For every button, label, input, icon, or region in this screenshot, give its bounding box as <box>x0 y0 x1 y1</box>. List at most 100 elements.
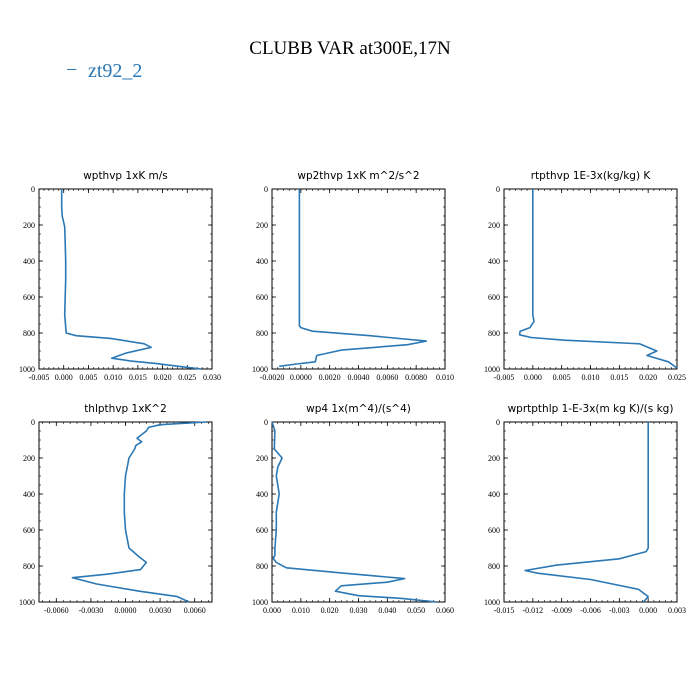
x-tick-label: 0.025 <box>668 373 686 382</box>
chart-panel-4: thlpthvp 1xK^2 -0.0060 -0.0030 0.0000 0.0030… <box>19 403 213 615</box>
x-tick-label: 0.020 <box>639 373 657 382</box>
y-tick-label: 600 <box>23 526 35 535</box>
x-tick-label: -0.005 <box>494 373 515 382</box>
x-tick-label: 0.0060 <box>376 373 398 382</box>
y-tick-label: 1000 <box>484 365 500 374</box>
chart-title: wpthvp 1xK m/s <box>83 170 168 182</box>
chart-panel-5: wp4 1x(m^4)/(s^4) 0.000 0.010 0.020 0.030 0.0… <box>252 403 454 615</box>
panels: wpthvp 1xK m/s -0.005 0.000 0.005 0.010 0.015… <box>19 170 686 615</box>
y-tick-label: 800 <box>488 562 500 571</box>
chart-panel-6: wprtpthlp 1-E-3x(m kg K)/(s kg) -0.015 -0.… <box>484 403 686 615</box>
y-tick-label: 400 <box>256 490 268 499</box>
y-tick-label: 600 <box>256 293 268 302</box>
x-tick-label: 0.050 <box>407 606 425 615</box>
y-tick-label: 1000 <box>19 365 35 374</box>
y-tick-label: 800 <box>488 329 500 338</box>
x-tick-label: 0.025 <box>178 373 196 382</box>
series-line-zt92_2 <box>524 422 650 603</box>
x-tick-label: 0.0000 <box>290 373 312 382</box>
y-tick-label: 600 <box>488 526 500 535</box>
y-tick-label: 800 <box>256 329 268 338</box>
x-tick-label: 0.010 <box>436 373 454 382</box>
y-tick-label: 1000 <box>484 598 500 607</box>
x-tick-label: -0.003 <box>609 606 630 615</box>
x-tick-label: 0.000 <box>524 373 542 382</box>
series-line-zt92_2 <box>60 189 202 370</box>
series-line-zt92_2 <box>279 189 428 368</box>
chart-title: rtpthvp 1E-3x(kg/kg) K <box>531 170 652 182</box>
x-tick-label: -0.005 <box>29 373 50 382</box>
y-tick-label: 600 <box>256 526 268 535</box>
y-tick-label: 600 <box>488 293 500 302</box>
x-tick-label: 0.0080 <box>405 373 427 382</box>
series-line-zt92_2 <box>71 421 207 603</box>
x-tick-label: 0.010 <box>104 373 122 382</box>
x-tick-label: -0.012 <box>522 606 543 615</box>
y-tick-label: 1000 <box>252 365 268 374</box>
y-tick-label: 200 <box>256 454 268 463</box>
x-tick-label: 0.0000 <box>115 606 137 615</box>
y-tick-label: 400 <box>488 490 500 499</box>
y-tick-label: 200 <box>23 454 35 463</box>
x-tick-label: -0.006 <box>580 606 601 615</box>
y-tick-label: 800 <box>23 329 35 338</box>
y-tick-label: 0 <box>31 418 35 427</box>
series-line-zt92_2 <box>271 421 437 603</box>
x-tick-label: 0.030 <box>350 606 368 615</box>
x-tick-label: 0.0060 <box>184 606 206 615</box>
y-tick-label: 600 <box>23 293 35 302</box>
x-tick-label: 0.0030 <box>149 606 171 615</box>
y-tick-label: 200 <box>488 454 500 463</box>
x-tick-label: 0.010 <box>292 606 310 615</box>
x-tick-label: 0.000 <box>55 373 73 382</box>
series-line-zt92_2 <box>518 189 678 369</box>
x-tick-label: -0.009 <box>551 606 572 615</box>
chart-panel-2: wp2thvp 1xK m^2/s^2 -0.0020 0.0000 0.0020 0.… <box>252 170 454 382</box>
x-tick-label: 0.060 <box>436 606 454 615</box>
plot-frame <box>503 421 678 603</box>
x-tick-label: 0.020 <box>321 606 339 615</box>
plot-frame <box>38 421 213 603</box>
y-tick-label: 400 <box>256 257 268 266</box>
x-tick-label: 0.030 <box>203 373 221 382</box>
x-tick-label: 0.0020 <box>319 373 341 382</box>
chart-panel-1: wpthvp 1xK m/s -0.005 0.000 0.005 0.010 0.015… <box>19 170 221 382</box>
y-tick-label: 0 <box>496 418 500 427</box>
y-tick-label: 800 <box>23 562 35 571</box>
legend-dash: − <box>66 59 77 81</box>
y-tick-label: 400 <box>23 490 35 499</box>
x-tick-label: 0.005 <box>553 373 571 382</box>
chart-title: wprtpthlp 1-E-3x(m kg K)/(s kg) <box>508 403 674 415</box>
x-tick-label: -0.0020 <box>260 373 285 382</box>
x-tick-label: 0.000 <box>639 606 657 615</box>
x-tick-label: 0.015 <box>610 373 628 382</box>
y-tick-label: 800 <box>256 562 268 571</box>
x-tick-label: 0.020 <box>154 373 172 382</box>
y-tick-label: 1000 <box>252 598 268 607</box>
y-tick-label: 400 <box>488 257 500 266</box>
legend: − zt92_2 <box>66 59 142 82</box>
x-tick-label: 0.000 <box>263 606 281 615</box>
chart-title: thlpthvp 1xK^2 <box>84 403 167 415</box>
y-tick-label: 200 <box>488 221 500 230</box>
x-tick-label: 0.0040 <box>348 373 370 382</box>
x-tick-label: 0.005 <box>79 373 97 382</box>
x-tick-label: 0.040 <box>378 606 396 615</box>
y-tick-label: 0 <box>264 418 268 427</box>
x-tick-label: -0.0030 <box>79 606 104 615</box>
x-tick-label: -0.0060 <box>44 606 69 615</box>
x-tick-label: 0.015 <box>129 373 147 382</box>
legend-label: zt92_2 <box>88 60 142 82</box>
y-tick-label: 1000 <box>19 598 35 607</box>
x-tick-label: 0.003 <box>668 606 686 615</box>
y-tick-label: 200 <box>256 221 268 230</box>
y-tick-label: 400 <box>23 257 35 266</box>
chart-title: wp2thvp 1xK m^2/s^2 <box>297 170 419 182</box>
figure-title: CLUBB VAR at300E,17N <box>249 38 451 59</box>
chart-title: wp4 1x(m^4)/(s^4) <box>306 403 411 415</box>
x-tick-label: 0.010 <box>582 373 600 382</box>
y-tick-label: 200 <box>23 221 35 230</box>
y-tick-label: 0 <box>496 185 500 194</box>
y-tick-label: 0 <box>264 185 268 194</box>
